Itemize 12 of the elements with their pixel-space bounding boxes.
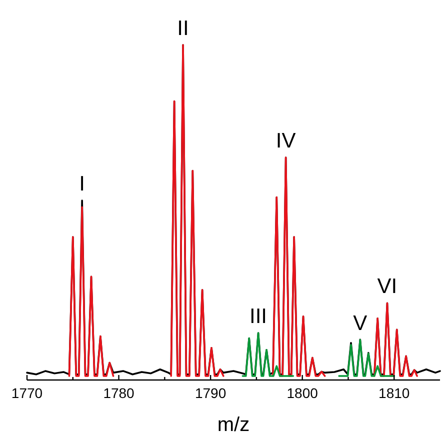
- x-tick-label: 1780: [103, 385, 135, 401]
- x-tick-label: 1790: [194, 385, 226, 401]
- x-axis-title: m/z: [217, 414, 250, 436]
- x-tick-label: 1800: [286, 385, 318, 401]
- x-tick-label: 1810: [378, 385, 410, 401]
- x-tick-label: 1770: [11, 385, 43, 401]
- annotation: V: [353, 312, 368, 335]
- annotation: IV: [276, 130, 296, 153]
- annotation: VI: [377, 275, 398, 298]
- annotation: II: [177, 17, 189, 40]
- annotation: I: [79, 172, 85, 196]
- annotation: III: [250, 304, 268, 328]
